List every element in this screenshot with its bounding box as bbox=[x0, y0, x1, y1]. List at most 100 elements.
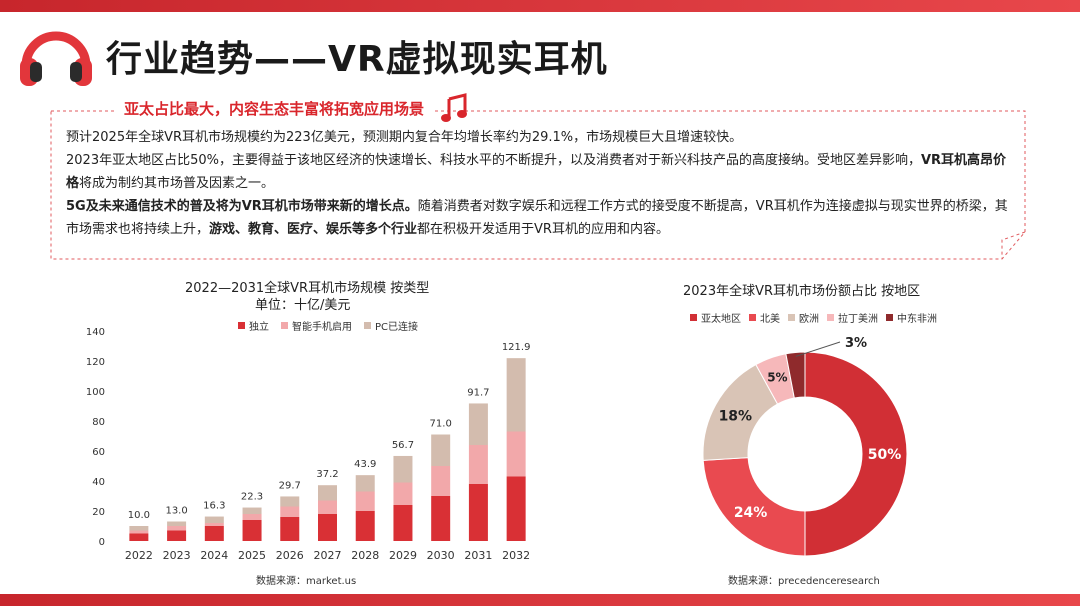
x-tick-label: 2022 bbox=[125, 549, 153, 562]
bar-segment bbox=[167, 521, 187, 526]
y-tick-label: 140 bbox=[86, 327, 105, 338]
bar-segment bbox=[506, 476, 526, 541]
bar-segment bbox=[280, 496, 300, 507]
bar-total-label: 43.9 bbox=[354, 459, 376, 470]
pie-chart-legend: 亚太地区 北美 欧洲 拉丁美洲 中东非洲 bbox=[690, 310, 937, 325]
bar-segment bbox=[355, 475, 375, 492]
bar-segment bbox=[355, 511, 375, 541]
slice-value-label: 50% bbox=[868, 447, 902, 463]
legend-label: 亚太地区 bbox=[701, 314, 741, 325]
bar-segment bbox=[506, 358, 526, 432]
bar-segment bbox=[431, 434, 451, 466]
bar-segment bbox=[318, 485, 337, 501]
bar-segment bbox=[355, 491, 375, 511]
legend-label: 欧洲 bbox=[799, 314, 819, 325]
legend-label: 独立 bbox=[249, 322, 269, 333]
y-tick-label: 80 bbox=[92, 417, 105, 428]
slice-value-label: 5% bbox=[767, 370, 787, 384]
slice-leader-line bbox=[795, 341, 841, 357]
callout-frame bbox=[50, 110, 1026, 260]
bar-chart-source: 数据来源：market.us bbox=[256, 576, 357, 587]
legend-item-mea: 中东非洲 bbox=[886, 310, 937, 325]
top-accent-bar bbox=[0, 0, 1080, 12]
legend-item-north-america: 北美 bbox=[749, 310, 780, 325]
p3-text-b: 随着消费者对数字娱乐和远程工作方式的接受度不断提高，VR耳机作为连接虚拟与现实世… bbox=[66, 199, 1008, 237]
callout-heading: 亚太占比最大，内容生态丰富将拓宽应用场景 bbox=[116, 98, 433, 119]
donut-slice bbox=[804, 351, 908, 557]
slice-value-label: 18% bbox=[719, 409, 753, 425]
legend-item-europe: 欧洲 bbox=[788, 310, 819, 325]
bar-chart-subtitle: 单位：十亿/美元 bbox=[255, 298, 351, 313]
legend-swatch bbox=[788, 314, 795, 321]
pie-chart-title: 2023年全球VR耳机市场份额占比 按地区 bbox=[683, 284, 921, 299]
p2-text-c: 将成为制约其市场普及因素之一。 bbox=[79, 176, 275, 191]
legend-swatch bbox=[364, 322, 371, 329]
slice-value-label: 3% bbox=[845, 336, 867, 351]
bar-segment bbox=[204, 523, 224, 526]
x-tick-label: 2027 bbox=[314, 549, 342, 562]
bar-segment bbox=[468, 484, 488, 541]
bar-segment bbox=[318, 514, 337, 541]
x-tick-label: 2032 bbox=[502, 549, 530, 562]
page-title: 行业趋势——VR虚拟现实耳机 bbox=[106, 39, 608, 80]
x-tick-label: 2028 bbox=[351, 549, 379, 562]
bar-total-label: 91.7 bbox=[467, 387, 489, 398]
bar-segment bbox=[242, 520, 262, 541]
legend-label: 北美 bbox=[760, 314, 780, 325]
pie-chart-source: 数据来源：precedenceresearch bbox=[728, 576, 880, 587]
music-note-icon bbox=[441, 93, 467, 122]
x-tick-label: 2024 bbox=[200, 549, 228, 562]
legend-swatch bbox=[749, 314, 756, 321]
bar-segment bbox=[129, 526, 149, 531]
x-tick-label: 2023 bbox=[163, 549, 191, 562]
bar-total-label: 22.3 bbox=[241, 492, 263, 503]
bar-total-label: 121.9 bbox=[502, 342, 531, 353]
bar-segment bbox=[431, 496, 451, 541]
legend-item-smartphone: 智能手机启用 bbox=[281, 318, 352, 333]
bar-segment bbox=[393, 505, 413, 541]
bar-segment bbox=[318, 500, 337, 514]
bottom-accent-bar bbox=[0, 594, 1080, 606]
callout-paragraph-2: 2023年亚太地区占比50%，主要得益于该地区经济的快速增长、科技水平的不断提升… bbox=[66, 149, 1011, 195]
p3-text-d: 都在积极开发适用于VR耳机的应用和内容。 bbox=[417, 222, 669, 237]
bar-segment bbox=[204, 526, 224, 541]
legend-item-apac: 亚太地区 bbox=[690, 310, 741, 325]
callout-paragraph-3: 5G及未来通信技术的普及将为VR耳机市场带来新的增长点。随着消费者对数字娱乐和远… bbox=[66, 195, 1011, 241]
bar-segment bbox=[506, 431, 526, 477]
bar-chart-legend: 独立 智能手机启用 PC已连接 bbox=[238, 318, 418, 333]
bar-total-label: 71.0 bbox=[430, 419, 452, 430]
legend-item-standalone: 独立 bbox=[238, 318, 269, 333]
p3-text-bold-a: 5G及未来通信技术的普及将为VR耳机市场带来新的增长点。 bbox=[66, 199, 418, 214]
donut-slice bbox=[702, 457, 806, 557]
bar-segment bbox=[468, 403, 488, 445]
x-tick-label: 2025 bbox=[238, 549, 266, 562]
legend-label: PC已连接 bbox=[375, 322, 419, 333]
slice-value-label: 24% bbox=[734, 505, 768, 521]
bar-chart-title: 2022—2031全球VR耳机市场规模 按类型 bbox=[185, 281, 430, 296]
y-tick-label: 100 bbox=[86, 387, 105, 398]
callout-paragraph-1: 预计2025年全球VR耳机市场规模约为223亿美元，预测期内复合年均增长率约为2… bbox=[66, 126, 1011, 149]
bar-segment bbox=[280, 506, 300, 517]
x-tick-label: 2031 bbox=[464, 549, 492, 562]
y-tick-label: 0 bbox=[99, 537, 105, 548]
p2-text-a: 2023年亚太地区占比50%，主要得益于该地区经济的快速增长、科技水平的不断提升… bbox=[66, 153, 921, 168]
p1-text: 预计2025年全球VR耳机市场规模约为223亿美元，预测期内复合年均增长率约为2… bbox=[66, 130, 743, 145]
legend-swatch bbox=[827, 314, 834, 321]
donut-slice bbox=[785, 351, 806, 399]
bar-segment bbox=[468, 445, 488, 484]
callout-body: 预计2025年全球VR耳机市场规模约为223亿美元，预测期内复合年均增长率约为2… bbox=[66, 126, 1011, 241]
legend-swatch bbox=[281, 322, 288, 329]
p3-text-bold-c: 游戏、教育、医疗、娱乐等多个行业 bbox=[209, 222, 418, 237]
y-tick-label: 20 bbox=[92, 507, 105, 518]
bar-total-label: 10.0 bbox=[128, 510, 150, 521]
bar-segment bbox=[167, 530, 187, 541]
y-tick-label: 120 bbox=[86, 357, 105, 368]
legend-label: 智能手机启用 bbox=[292, 322, 352, 333]
y-tick-label: 40 bbox=[92, 477, 105, 488]
bar-segment bbox=[129, 530, 149, 534]
bar-segment bbox=[204, 516, 224, 523]
bar-total-label: 29.7 bbox=[279, 480, 301, 491]
legend-swatch bbox=[690, 314, 697, 321]
x-tick-label: 2026 bbox=[276, 549, 304, 562]
legend-label: 中东非洲 bbox=[897, 314, 937, 325]
